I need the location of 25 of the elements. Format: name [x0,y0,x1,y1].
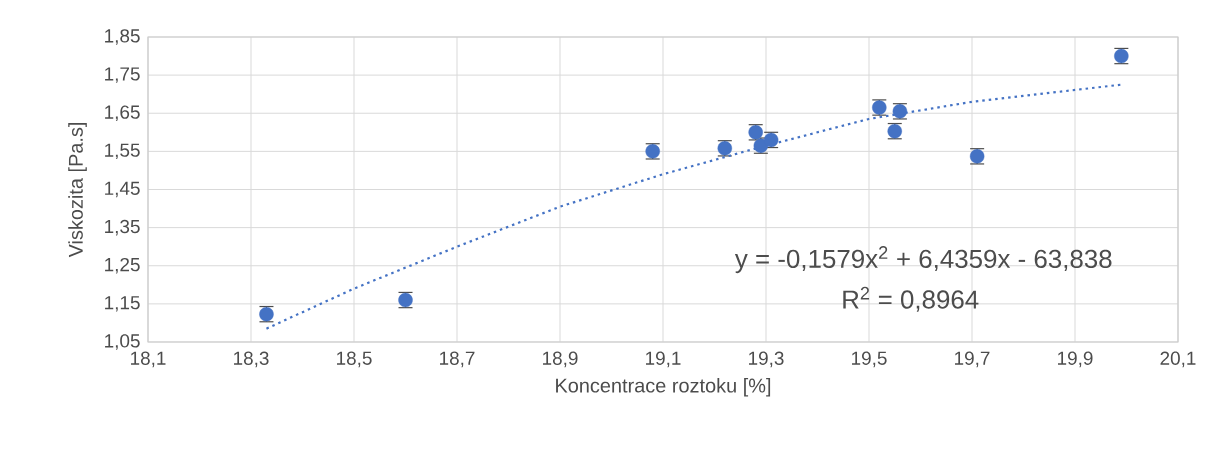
y-tick-label: 1,75 [105,67,140,83]
x-tick-label: 18,9 [543,351,578,368]
x-tick-label: 20,1 [1160,351,1196,368]
y-tick-label: 1,35 [105,219,140,236]
x-tick-label: 19,7 [955,351,990,368]
x-tick-label: 18,7 [440,351,475,368]
x-tick-label: 18,5 [337,351,372,368]
y-tick-label: 1,15 [105,296,140,312]
line-series [265,83,1123,330]
x-tick-label: 18,1 [131,351,166,368]
x-tick-label: 19,9 [1058,351,1093,368]
y-tick-label: 1,25 [105,257,140,274]
y-tick-label: 1,55 [105,143,140,160]
x-tick-label: 19,5 [852,351,887,368]
x-tick-label: 19,1 [646,351,681,368]
y-tick-label: 1,05 [105,334,140,350]
x-axis-title: Koncentrace roztoku [%] [556,377,771,397]
annotation: y = -0,1579x$^{2}$ + 6,4359x - 63,838 [734,246,1112,274]
x-tick-label: 19,3 [749,351,784,368]
y-tick-label: 1,85 [105,29,140,45]
annotation: R$^{2}$ = 0,8964 [843,286,979,312]
y-tick-label: 1,45 [105,181,140,198]
y-tick-label: 1,65 [105,105,140,122]
x-tick-label: 18,3 [234,351,269,368]
y-axis-title: Viskozita [Pa.s] [68,123,87,258]
